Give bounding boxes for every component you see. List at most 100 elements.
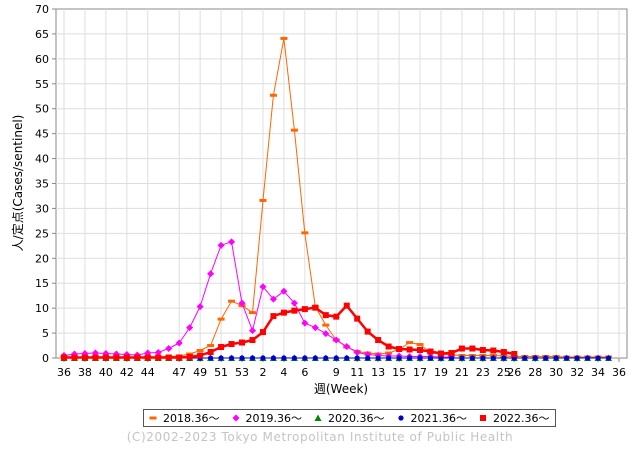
data-point bbox=[228, 238, 236, 246]
data-point bbox=[165, 354, 172, 361]
x-tick-label: 42 bbox=[120, 366, 134, 379]
data-point bbox=[113, 354, 120, 361]
data-point bbox=[208, 355, 214, 361]
data-point bbox=[61, 354, 67, 361]
data-point bbox=[291, 355, 297, 361]
data-point bbox=[260, 355, 266, 361]
y-axis-ticks: 0 5 10 15 20 25 30 35 40 45 50 55 60 65 70 bbox=[35, 3, 56, 365]
y-tick-label: 10 bbox=[35, 302, 49, 315]
data-point bbox=[280, 287, 288, 295]
x-tick-label: 26 bbox=[507, 366, 521, 379]
data-point bbox=[396, 346, 403, 353]
data-point bbox=[176, 354, 183, 361]
y-tick-label: 50 bbox=[35, 103, 49, 116]
data-point bbox=[291, 307, 298, 314]
data-point bbox=[301, 231, 309, 235]
data-point bbox=[353, 349, 361, 357]
legend-swatch bbox=[397, 415, 404, 421]
data-point bbox=[311, 324, 319, 332]
data-point bbox=[322, 330, 330, 338]
series-group bbox=[60, 36, 613, 361]
data-point bbox=[144, 354, 151, 361]
copyright-text: (C)2002-2023 Tokyo Metropolitan Institut… bbox=[126, 430, 514, 444]
x-tick-label: 19 bbox=[434, 366, 448, 379]
data-point bbox=[154, 349, 162, 357]
x-tick-label: 11 bbox=[350, 366, 364, 379]
data-point bbox=[270, 313, 277, 320]
data-point bbox=[228, 299, 236, 303]
data-point bbox=[134, 354, 141, 361]
data-point bbox=[228, 341, 235, 348]
data-point bbox=[479, 347, 486, 354]
data-point bbox=[354, 355, 360, 361]
data-point bbox=[269, 93, 277, 97]
data-point bbox=[301, 319, 309, 327]
data-point bbox=[427, 355, 434, 361]
x-tick-label: 13 bbox=[371, 366, 385, 379]
data-point bbox=[427, 348, 434, 355]
x-tick-label: 9 bbox=[333, 366, 340, 379]
legend-label: 2021.36～ bbox=[410, 412, 468, 425]
data-point bbox=[238, 299, 246, 307]
data-point bbox=[196, 303, 204, 311]
data-point bbox=[459, 355, 465, 361]
x-tick-label: 38 bbox=[78, 366, 92, 379]
data-point bbox=[448, 355, 455, 361]
x-tick-label: 36 bbox=[612, 366, 626, 379]
legend-swatch bbox=[149, 416, 157, 420]
data-point bbox=[259, 283, 267, 291]
x-tick-label: 51 bbox=[214, 366, 228, 379]
data-point bbox=[438, 355, 444, 361]
data-point bbox=[417, 355, 423, 361]
data-point bbox=[218, 344, 225, 351]
data-point bbox=[196, 349, 204, 353]
data-point bbox=[365, 355, 371, 361]
data-point bbox=[406, 355, 413, 361]
x-tick-label: 32 bbox=[570, 366, 584, 379]
data-point bbox=[71, 354, 78, 361]
data-point bbox=[375, 355, 381, 361]
legend-swatch bbox=[314, 414, 322, 421]
data-point bbox=[281, 355, 287, 361]
data-point bbox=[155, 354, 162, 361]
data-point bbox=[480, 415, 486, 421]
data-point bbox=[290, 299, 298, 307]
data-point bbox=[344, 355, 350, 361]
data-point bbox=[249, 355, 256, 361]
x-tick-label: 44 bbox=[141, 366, 155, 379]
legend-item: 2022.36～ bbox=[478, 410, 550, 426]
data-point bbox=[469, 355, 475, 361]
data-point bbox=[232, 414, 239, 422]
data-point bbox=[239, 355, 245, 361]
data-point bbox=[323, 355, 329, 361]
data-point bbox=[312, 355, 318, 361]
legend-item: 2018.36～ bbox=[148, 410, 220, 426]
y-tick-label: 35 bbox=[35, 178, 49, 191]
data-point bbox=[197, 352, 204, 359]
data-point bbox=[81, 354, 88, 361]
data-point bbox=[386, 355, 392, 361]
data-point bbox=[437, 350, 444, 357]
data-point bbox=[269, 295, 277, 303]
data-point bbox=[301, 306, 308, 313]
y-tick-label: 30 bbox=[35, 202, 49, 215]
data-point bbox=[501, 355, 507, 361]
data-point bbox=[207, 270, 215, 278]
data-point bbox=[490, 347, 497, 354]
data-point bbox=[397, 415, 404, 421]
data-point bbox=[239, 339, 246, 346]
x-tick-label: 25 bbox=[497, 366, 511, 379]
data-point bbox=[207, 349, 214, 356]
y-tick-label: 65 bbox=[35, 28, 49, 41]
x-tick-label: 47 bbox=[172, 366, 186, 379]
data-point bbox=[228, 355, 235, 361]
x-tick-label: 34 bbox=[591, 366, 605, 379]
data-point bbox=[165, 345, 173, 353]
y-tick-label: 55 bbox=[35, 78, 49, 91]
data-point bbox=[175, 339, 183, 347]
x-tick-label: 2 bbox=[259, 366, 266, 379]
data-point bbox=[248, 327, 256, 335]
data-point bbox=[248, 311, 256, 315]
data-point bbox=[605, 355, 612, 361]
legend-label: 2018.36～ bbox=[163, 412, 220, 425]
